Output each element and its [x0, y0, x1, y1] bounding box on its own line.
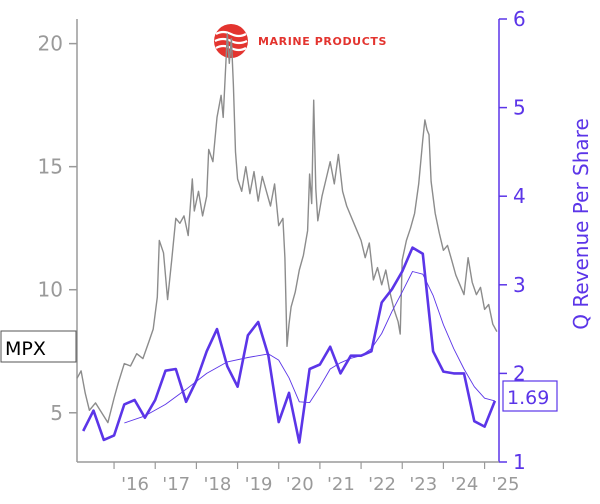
- right-tick-label: 5: [513, 96, 526, 120]
- right-axis-ticks: 1 2 3 4 5 6: [499, 7, 526, 474]
- logo: MARINE PRODUCTS: [214, 24, 387, 58]
- x-tick-label: '17: [162, 474, 190, 495]
- ticker-label-text: MPX: [5, 338, 46, 360]
- left-tick-label: 5: [50, 401, 63, 425]
- x-tick-label: '16: [121, 474, 149, 495]
- right-tick-label: 3: [513, 273, 526, 297]
- right-tick-label: 6: [513, 7, 526, 31]
- left-axis-ticks: 5 10 15 20: [38, 32, 77, 425]
- series-layer: [76, 33, 498, 444]
- x-tick-label: '24: [450, 474, 478, 495]
- ticker-label: MPX: [0, 330, 77, 363]
- x-tick-label: '22: [368, 474, 396, 495]
- left-tick-label: 15: [38, 155, 63, 179]
- latest-value-box: [502, 380, 558, 412]
- x-tick-label: '23: [409, 474, 437, 495]
- revenue-trend-line: [124, 271, 496, 424]
- x-axis-ticks: '16 '17 '18 '19 '20 '21 '22 '23 '24 '25: [113, 462, 520, 495]
- latest-value-label: 1.69: [502, 380, 558, 412]
- right-tick-label: 4: [513, 184, 526, 208]
- left-tick-label: 10: [38, 278, 63, 302]
- logo-text: MARINE PRODUCTS: [258, 35, 387, 48]
- x-tick-label: '19: [245, 474, 273, 495]
- left-tick-label: 20: [38, 32, 63, 56]
- logo-wave-icon: [215, 30, 247, 38]
- price-series-line: [76, 33, 498, 424]
- x-tick-label: '25: [492, 474, 520, 495]
- revenue-series-line: [82, 246, 497, 444]
- x-tick-label: '18: [203, 474, 231, 495]
- right-tick-label: 1: [513, 450, 526, 474]
- x-tick-label: '21: [327, 474, 355, 495]
- latest-value-text: 1.69: [507, 387, 549, 409]
- right-axis-label: Q Revenue Per Share: [569, 118, 593, 330]
- right-tick-label: 2: [513, 361, 526, 385]
- ticker-label-box: [0, 330, 77, 363]
- x-tick-label: '20: [286, 474, 314, 495]
